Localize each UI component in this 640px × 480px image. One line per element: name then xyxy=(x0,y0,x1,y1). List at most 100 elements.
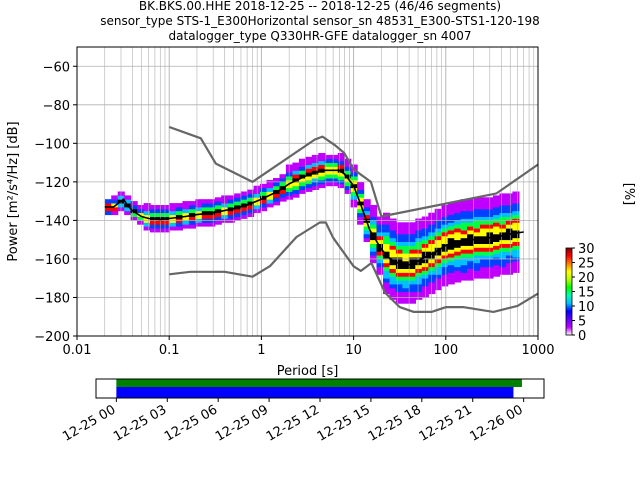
heatmap-cell xyxy=(460,260,468,266)
heatmap-cell xyxy=(467,226,475,231)
heatmap-cell xyxy=(434,232,442,237)
heatmap-cell xyxy=(454,205,462,210)
heatmap-cell xyxy=(331,154,339,160)
heatmap-cell xyxy=(130,201,138,206)
heatmap-cell xyxy=(150,228,158,233)
heatmap-cell xyxy=(370,251,378,256)
plot-frame xyxy=(76,46,539,337)
heatmap-cell xyxy=(324,181,332,187)
heatmap-cell xyxy=(441,205,449,210)
title-line-2: sensor_type STS-1_E300Horizontal sensor_… xyxy=(100,14,540,28)
heatmap-cell xyxy=(188,224,196,229)
heatmap-cell xyxy=(324,174,332,179)
heatmap-cell xyxy=(402,241,410,246)
heatmap-cell xyxy=(337,176,345,181)
heatmap-cell xyxy=(305,160,313,165)
colorbar-tick-label: 20 xyxy=(578,271,595,286)
title-line-3: datalogger_type Q330HR-GFE datalogger_sn… xyxy=(168,29,472,43)
heatmap-cell xyxy=(415,264,423,269)
heatmap-cell xyxy=(383,285,391,291)
heatmap-cell xyxy=(311,178,319,183)
heatmap-cell xyxy=(415,237,423,242)
heatmap-cell xyxy=(473,201,481,206)
heatmap-cell xyxy=(402,280,410,285)
heatmap-cell xyxy=(163,228,171,233)
heatmap-cell xyxy=(415,230,423,235)
heatmap-cell xyxy=(350,176,358,181)
heatmap-cell xyxy=(505,235,513,241)
heatmap-cell xyxy=(408,230,416,235)
heatmap-cell xyxy=(447,276,455,281)
heatmap-cell xyxy=(292,174,300,179)
heatmap-cell xyxy=(383,258,391,264)
heatmap-cell xyxy=(350,187,358,192)
heatmap-cell xyxy=(454,216,462,221)
heatmap-cell xyxy=(111,210,119,216)
heatmap-cell xyxy=(428,278,436,283)
heatmap-cell xyxy=(395,226,403,231)
heatmap-cell xyxy=(512,195,520,200)
heatmap-cell xyxy=(499,224,507,229)
heatmap-cell xyxy=(447,214,455,219)
heatmap-cell xyxy=(395,222,403,227)
heatmap-cell xyxy=(201,222,209,227)
heatmap-cell xyxy=(480,208,488,214)
heatmap-cell xyxy=(363,237,371,242)
heatmap-cell xyxy=(195,203,203,208)
heatmap-cell xyxy=(163,205,171,210)
heatmap-cell xyxy=(454,220,462,225)
heatmap-cell xyxy=(441,255,449,260)
heatmap-cell xyxy=(363,214,371,219)
y-axis-label: Power [m²/s⁴/Hz] [dB] xyxy=(6,121,21,261)
title-line-1: BK.BKS.00.HHE 2018-12-25 -- 2018-12-25 (… xyxy=(138,0,502,13)
heatmap-cell xyxy=(499,216,507,221)
heatmap-cell xyxy=(357,220,365,225)
heatmap-cell xyxy=(447,203,455,208)
y-tick-label: −100 xyxy=(34,137,70,152)
heatmap-cell xyxy=(434,251,442,256)
heatmap-cell xyxy=(428,243,436,248)
heatmap-cell xyxy=(505,266,513,271)
heatmap-cell xyxy=(499,228,507,233)
heatmap-cell xyxy=(376,239,384,244)
heatmap-cell xyxy=(273,185,281,190)
heatmap-cell xyxy=(273,201,281,206)
x-tick-label: 1 xyxy=(257,343,265,358)
heatmap-cell xyxy=(460,206,468,212)
heatmap-cell xyxy=(402,287,410,293)
heatmap-cell xyxy=(318,164,326,169)
heatmap-cell xyxy=(182,224,190,229)
heatmap-cell xyxy=(493,214,501,219)
heatmap-cell xyxy=(505,255,513,260)
heatmap-cell xyxy=(318,172,326,177)
heatmap-cell xyxy=(434,282,442,287)
colorbar-scale xyxy=(565,247,573,336)
heatmap-cell xyxy=(208,203,216,208)
timeline-tick-label: 12-25 18 xyxy=(366,402,424,444)
heatmap-cell xyxy=(395,268,403,273)
heatmap-cell xyxy=(512,203,520,208)
timeline-tick-label: 12-25 00 xyxy=(60,402,118,444)
heatmap-cell xyxy=(493,203,501,208)
heatmap-cell xyxy=(383,232,391,237)
heatmap-cell xyxy=(357,181,365,187)
heatmap-cell xyxy=(408,222,416,227)
heatmap-cell xyxy=(441,282,449,287)
heatmap-cell xyxy=(240,191,248,196)
heatmap-cell xyxy=(389,264,397,269)
heatmap-cell xyxy=(460,237,468,242)
heatmap-cell xyxy=(512,260,520,266)
heatmap-cell xyxy=(279,193,287,198)
heatmap-cell xyxy=(395,237,403,242)
heatmap-cell xyxy=(512,241,520,246)
heatmap-cell xyxy=(227,214,235,219)
heatmap-cell xyxy=(505,258,513,264)
heatmap-cell xyxy=(370,220,378,225)
heatmap-cell xyxy=(408,272,416,277)
heatmap-cell xyxy=(389,226,397,231)
heatmap-cell xyxy=(493,206,501,212)
heatmap-cell xyxy=(305,183,313,189)
heatmap-cell xyxy=(460,245,468,250)
heatmap-cell xyxy=(473,197,481,202)
heatmap-cell xyxy=(357,197,365,202)
